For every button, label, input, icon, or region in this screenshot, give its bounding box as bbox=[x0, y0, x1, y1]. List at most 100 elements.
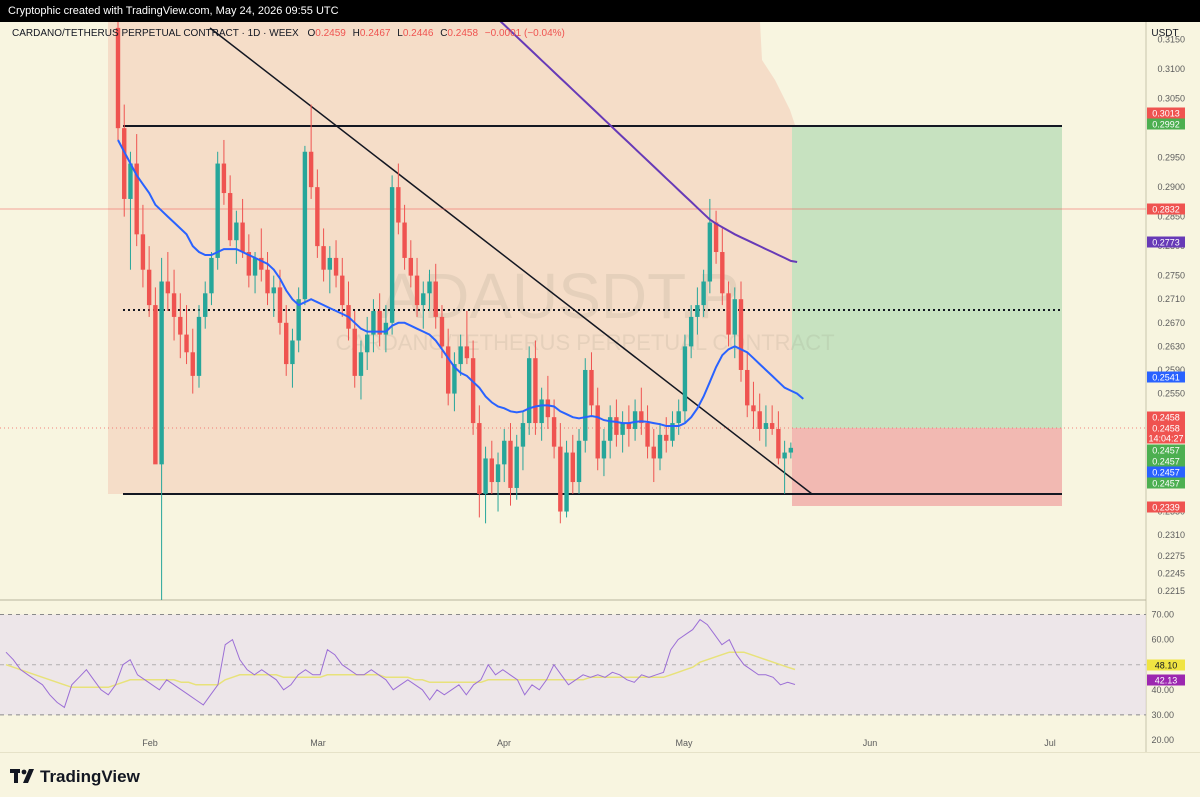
candle-body bbox=[439, 316, 445, 347]
candle bbox=[414, 257, 420, 317]
candle bbox=[769, 405, 775, 435]
target-zone[interactable] bbox=[792, 126, 1062, 428]
candle-body bbox=[564, 452, 569, 512]
candle-body bbox=[464, 346, 470, 359]
candle-body bbox=[726, 293, 731, 335]
candle-body bbox=[246, 252, 252, 276]
candle-body bbox=[639, 411, 644, 424]
candle-body bbox=[614, 417, 619, 435]
candle-body bbox=[682, 346, 688, 412]
candle-body bbox=[146, 269, 152, 306]
candle-body bbox=[153, 305, 158, 465]
candle bbox=[128, 151, 133, 270]
candle bbox=[196, 305, 202, 388]
price-badge-text: 0.2339 bbox=[1152, 503, 1180, 513]
candle-body bbox=[751, 405, 756, 412]
price-axis-background bbox=[1146, 22, 1200, 752]
candle-body bbox=[421, 293, 426, 306]
candle bbox=[171, 269, 177, 341]
candle bbox=[165, 252, 171, 311]
candle-body bbox=[458, 346, 463, 365]
close-label: C bbox=[440, 28, 447, 39]
price-badge-bg bbox=[1147, 659, 1185, 671]
candle-body bbox=[234, 222, 239, 241]
rsi-line bbox=[5, 618, 796, 709]
candle-body bbox=[745, 369, 750, 406]
candle bbox=[620, 411, 625, 453]
candle-body bbox=[196, 316, 202, 376]
candle bbox=[489, 440, 494, 494]
price-badge-bg bbox=[1147, 107, 1185, 119]
low-value: 0.2446 bbox=[403, 28, 434, 39]
time-tick-label: Mar bbox=[310, 738, 326, 748]
candle-body bbox=[508, 440, 513, 488]
candle bbox=[122, 104, 127, 217]
candle-body bbox=[165, 281, 171, 294]
high-value: 0.2467 bbox=[360, 28, 391, 39]
price-badge: 0.3013 bbox=[1147, 107, 1185, 119]
candle-body bbox=[308, 151, 314, 188]
candle bbox=[695, 287, 700, 335]
candle bbox=[782, 440, 787, 494]
candle-body bbox=[539, 399, 544, 424]
candle-body bbox=[203, 293, 208, 317]
price-badge: 0.2339 bbox=[1147, 501, 1185, 513]
candle-body bbox=[651, 446, 656, 459]
candle-series bbox=[115, 10, 794, 600]
candle bbox=[427, 269, 432, 311]
candle-body bbox=[551, 417, 557, 447]
price-tick-label: 0.2215 bbox=[1157, 586, 1185, 596]
price-badge-bg bbox=[1147, 422, 1185, 434]
upper-cloud-zone bbox=[108, 22, 795, 494]
rsi-ma-line bbox=[5, 651, 796, 689]
ohlc-legend: CARDANO/TETHERUS PERPETUAL CONTRACT · 1D… bbox=[12, 28, 565, 39]
candle-body bbox=[489, 458, 494, 483]
candle-body bbox=[433, 281, 438, 317]
price-badge-text: 0.2457 bbox=[1152, 479, 1180, 489]
descending-trendline[interactable] bbox=[209, 27, 813, 495]
candle-body bbox=[365, 334, 370, 353]
attribution-text: Cryptophic created with TradingView.com,… bbox=[8, 5, 339, 17]
time-tick-label: May bbox=[675, 738, 693, 748]
candle-body bbox=[788, 447, 794, 453]
candle-body bbox=[340, 275, 345, 306]
candle bbox=[308, 104, 314, 199]
time-axis[interactable]: Feb Mar Apr May Jun Jul bbox=[142, 738, 1056, 748]
candle bbox=[639, 387, 644, 435]
price-badge-bg bbox=[1147, 455, 1185, 467]
price-badge: 42.13 bbox=[1147, 674, 1185, 686]
price-badges: 0.30130.29920.28320.27730.25410.24580.24… bbox=[1147, 107, 1185, 686]
candle bbox=[477, 405, 482, 518]
rsi-pane[interactable] bbox=[0, 614, 1146, 716]
attribution-bar: Cryptophic created with TradingView.com,… bbox=[0, 0, 1200, 22]
candle bbox=[358, 340, 364, 400]
price-badge-bg bbox=[1147, 371, 1185, 383]
candle bbox=[626, 405, 632, 447]
candle-body bbox=[134, 163, 139, 235]
low-label: L bbox=[397, 28, 403, 39]
candle-body bbox=[533, 358, 538, 424]
candle bbox=[558, 423, 563, 524]
time-tick-label: Jun bbox=[863, 738, 878, 748]
candle bbox=[526, 346, 532, 435]
currency-label: USDT bbox=[1151, 28, 1178, 39]
candle bbox=[190, 328, 195, 394]
rsi-tick-label: 60.00 bbox=[1151, 635, 1174, 645]
candle bbox=[539, 387, 544, 441]
price-badge-bg bbox=[1147, 501, 1185, 513]
price-tick-label: 0.2950 bbox=[1157, 153, 1185, 163]
candle bbox=[495, 452, 501, 512]
candle-body bbox=[414, 275, 420, 306]
high-label: H bbox=[353, 28, 360, 39]
candle-body bbox=[445, 346, 451, 394]
candle bbox=[159, 257, 164, 600]
rsi-tick-label: 30.00 bbox=[1151, 710, 1174, 720]
candle-body bbox=[776, 428, 781, 459]
candle-body bbox=[277, 287, 283, 323]
candle bbox=[763, 405, 769, 447]
candle-body bbox=[184, 334, 189, 353]
candle bbox=[614, 399, 619, 447]
price-tick-label: 0.3050 bbox=[1157, 94, 1185, 104]
candle bbox=[209, 252, 214, 306]
